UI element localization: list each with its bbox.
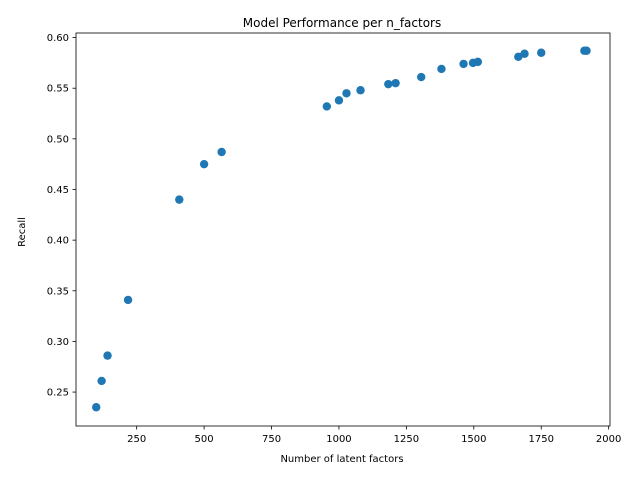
x-tick-label: 1000	[326, 434, 351, 445]
data-point	[175, 195, 184, 204]
data-point	[391, 78, 400, 88]
data-point	[356, 86, 365, 95]
data-point	[217, 147, 226, 157]
y-tick-label: 0.40	[47, 236, 69, 247]
y-axis: 0.25 0.30 0.35 0.40 0.45 0.50 0.55 0.60	[47, 33, 76, 399]
y-tick-label: 0.55	[47, 84, 69, 95]
x-axis-label: Number of latent factors	[280, 454, 403, 465]
y-tick-label: 0.60	[47, 33, 69, 44]
data-point	[417, 72, 426, 82]
data-points	[92, 46, 591, 412]
x-tick-label: 1750	[529, 434, 554, 445]
x-tick-label: 750	[262, 434, 281, 445]
y-tick-label: 0.50	[47, 134, 69, 145]
data-point	[92, 403, 101, 412]
y-tick-label: 0.25	[47, 388, 69, 399]
x-tick-label: 1250	[394, 434, 419, 445]
data-point	[342, 89, 351, 98]
x-tick-label: 500	[195, 434, 214, 445]
y-tick-label: 0.45	[47, 185, 69, 196]
data-point	[520, 49, 529, 58]
data-point	[537, 48, 546, 57]
data-point	[384, 79, 393, 89]
data-point	[473, 57, 483, 67]
data-point	[334, 96, 344, 105]
plot-frame	[75, 32, 611, 427]
y-axis-label: Recall	[17, 217, 28, 247]
x-tick-label: 250	[127, 434, 146, 445]
data-point	[582, 46, 591, 55]
x-tick-label: 1500	[461, 434, 486, 445]
data-point	[459, 59, 468, 69]
data-point	[123, 295, 133, 305]
data-point	[514, 52, 523, 61]
data-point	[103, 351, 112, 360]
plot-area	[75, 32, 611, 427]
x-axis: 250 500 750 1000 1250 1500 1750 2000	[127, 426, 621, 445]
chart-title: Model Performance per n_factors	[243, 16, 441, 30]
data-point	[97, 376, 106, 386]
data-point	[199, 159, 209, 169]
y-tick-label: 0.30	[47, 337, 69, 348]
y-tick-label: 0.35	[47, 286, 69, 297]
data-point	[437, 64, 446, 74]
x-tick-label: 2000	[596, 434, 621, 445]
data-point	[322, 102, 332, 111]
